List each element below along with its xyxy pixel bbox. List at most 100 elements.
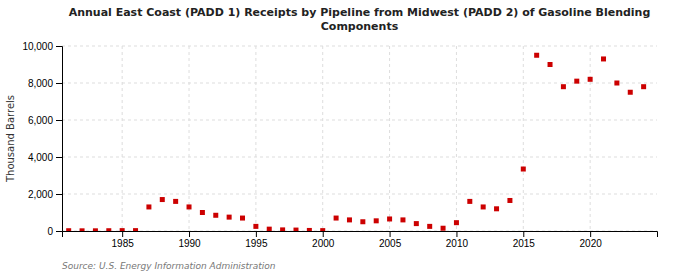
point [280,227,285,231]
x-tick-label: 1985 [112,238,135,249]
point [400,217,405,222]
y-tick: 10,000 [22,41,62,52]
y-axis: 0 2,000 4,000 6,000 8,000 10,000 [22,41,62,237]
grid-line-x [456,46,457,231]
point [387,216,392,221]
grid-line-x [322,46,323,231]
grid-line-y [62,46,657,47]
x-tick-mark [390,231,391,237]
x-tick-label: 2020 [580,238,603,249]
point [628,90,633,95]
plot: 1985 1990 1995 2000 2005 2010 2015 2020 0 2,000 4,… [22,41,657,249]
grid-line-x [122,46,123,231]
point [467,199,472,204]
y-tick-mark [56,83,62,84]
x-tick-label: 2015 [513,238,536,249]
point [66,228,71,231]
x-tick-mark [590,231,591,237]
y-axis-title: Thousand Barrels [5,95,16,183]
y-tick-mark [56,46,62,47]
x-tick: 2015 [513,231,536,249]
x-tick: 2010 [446,231,469,249]
grid-line-x [389,46,390,231]
point [146,204,151,209]
point [481,204,486,209]
y-tick-label: 2,000 [28,189,53,200]
x-tick: 2000 [312,231,335,249]
point [347,217,352,222]
title: Annual East Coast (PADD 1) Receipts by P… [69,6,651,33]
point [601,56,606,61]
x-tick-mark [456,231,457,237]
point [360,219,365,224]
y-tick: 8,000 [28,78,62,89]
x-tick-label: 2005 [379,238,402,249]
x-tick: 2020 [580,231,603,249]
grid-line-y [62,157,657,158]
grid-line-x [189,46,190,231]
y-tick-mark [56,194,62,195]
y-tick-mark [56,120,62,121]
y-tick: 2,000 [28,189,62,200]
x-tick: 1990 [178,231,201,249]
y-tick: 0 [47,226,62,237]
chart: 1985 1990 1995 2000 2005 2010 2015 2020 0 2,000 4,… [0,0,675,275]
point [507,198,512,203]
point [614,81,619,86]
x-tick-label: 1995 [245,238,268,249]
y-tick-label: 0 [47,226,53,237]
x-axis-line [63,232,658,238]
point [133,228,138,231]
x-tick-mark [523,231,524,237]
point [240,216,245,221]
y-tick: 4,000 [28,152,62,163]
point [454,220,459,225]
x-tick-mark [256,231,257,237]
point [227,215,232,220]
point [80,228,85,231]
point [427,224,432,229]
point [307,228,312,231]
point [93,228,98,231]
y-tick: 6,000 [28,115,62,126]
point [441,226,446,231]
grid [62,46,657,231]
point [213,213,218,218]
grid-line-y [62,194,657,195]
x-tick-mark [189,231,190,237]
grid-line-x [523,46,524,231]
x-tick-label: 2010 [446,238,469,249]
point [641,84,646,89]
grid-line-x [590,46,591,231]
point [334,216,339,221]
point [200,210,205,215]
point [521,167,526,172]
x-tick-mark [122,231,123,237]
point [414,221,419,226]
y-tick-label: 4,000 [28,152,53,163]
grid-line-y [62,120,657,121]
y-axis-line [56,47,63,232]
point [494,206,499,211]
source: Source: U.S. Energy Information Administ… [62,261,276,271]
grid-line-y [62,83,657,84]
point [534,53,539,58]
point [106,228,111,231]
x-tick: 1995 [245,231,268,249]
point [267,227,272,231]
point [588,77,593,82]
x-tick-label: 1990 [178,238,201,249]
x-axis: 1985 1990 1995 2000 2005 2010 2015 2020 [63,231,658,249]
grid-line-x [255,46,256,231]
point [173,199,178,204]
y-tick-label: 8,000 [28,78,53,89]
point [120,228,125,231]
point [561,84,566,89]
point [320,228,325,231]
y-tick-mark [56,231,62,232]
y-tick-label: 10,000 [22,41,53,52]
x-tick: 1985 [112,231,135,249]
x-tick: 2005 [379,231,402,249]
x-tick-label: 2000 [312,238,335,249]
point [160,197,165,202]
